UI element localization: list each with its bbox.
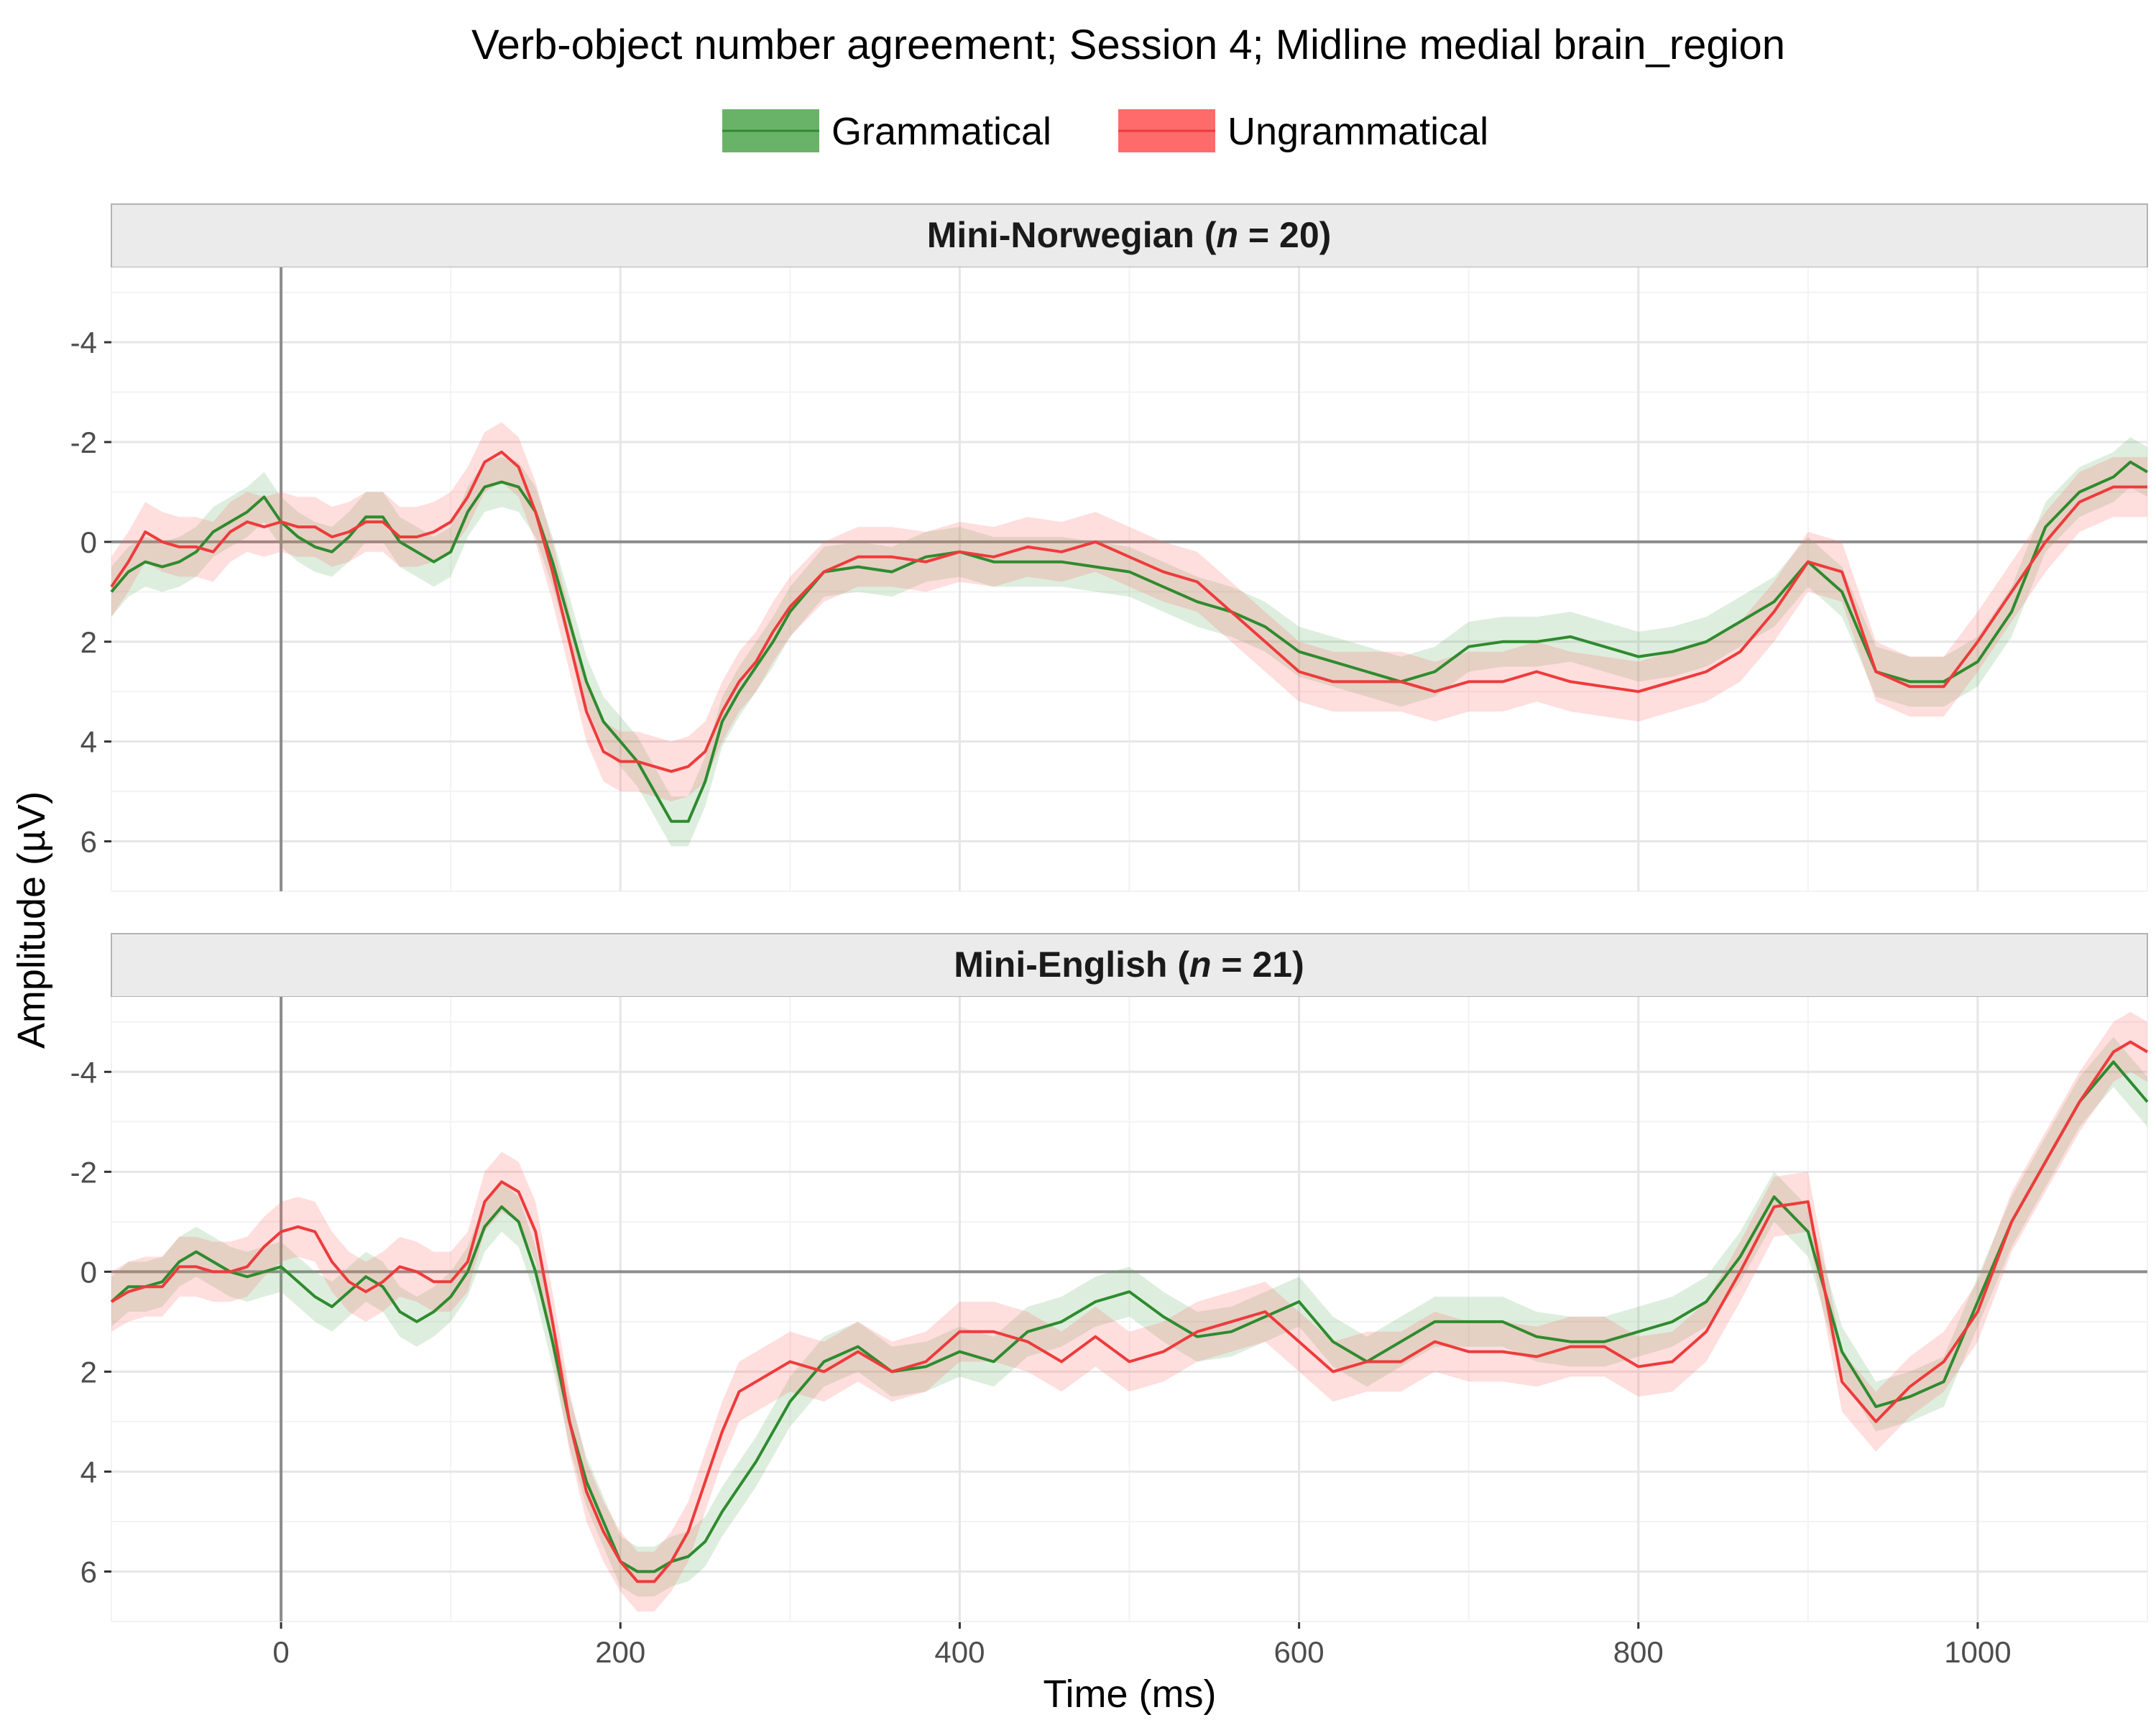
series-line-grammatical [110, 460, 2149, 823]
legend-label-grammatical: Grammatical [831, 110, 1051, 153]
panel-lines-mini-norwegian [110, 450, 2149, 823]
x-tick-label: 800 [1613, 1635, 1664, 1669]
ribbon-grammatical [111, 1036, 2147, 1597]
x-tick-label: 0 [272, 1635, 289, 1669]
y-tick-label: 0 [80, 1255, 97, 1289]
chart-title: Verb-object number agreement; Session 4;… [471, 22, 1785, 68]
panel-reference-lines-mini-norwegian [111, 267, 2147, 891]
panel-mini-norwegian: Mini-Norwegian (n = 20) -4 -2 0 2 4 6 [70, 203, 2149, 892]
ribbon-ungrammatical [111, 422, 2147, 801]
y-tick-label: -2 [70, 1155, 97, 1189]
x-axis: 0 200 400 600 800 1000 [272, 1622, 2012, 1669]
x-tick-label: 600 [1274, 1635, 1325, 1669]
panel-strip-label-mini-english: Mini-English (n = 21) [954, 944, 1304, 985]
y-tick-label: 6 [80, 1555, 97, 1588]
panel-reference-lines-mini-english [111, 997, 2147, 1622]
y-axis-title: Amplitude (µV) [10, 791, 53, 1049]
x-axis-title: Time (ms) [1044, 1673, 1217, 1716]
x-tick-label: 200 [595, 1635, 645, 1669]
y-tick-label: 2 [80, 625, 97, 659]
y-tick-label: 4 [80, 1455, 97, 1489]
y-tick-label: 2 [80, 1355, 97, 1389]
panel-mini-english: Mini-English (n = 21) -4 -2 0 2 4 6 [70, 933, 2149, 1622]
panel-ribbons-mini-english [111, 1011, 2147, 1612]
y-tick-label: -2 [70, 426, 97, 459]
y-tick-label: -4 [70, 326, 97, 359]
ribbon-grammatical [111, 437, 2147, 847]
panel-lines-mini-english [110, 1040, 2149, 1583]
series-line-ungrammatical [110, 1040, 2149, 1583]
panel-grid-mini-norwegian [111, 267, 2148, 892]
y-tick-label: 0 [80, 525, 97, 559]
y-axis-mini-norwegian: -4 -2 0 2 4 6 [70, 326, 111, 859]
panel-strip-mini-norwegian [111, 203, 2148, 268]
series-line-ungrammatical [110, 450, 2147, 773]
series-line-grammatical [110, 1060, 2149, 1573]
y-axis-mini-english: -4 -2 0 2 4 6 [70, 1055, 111, 1588]
panel-grid-mini-english [111, 997, 2148, 1622]
y-tick-label: 4 [80, 725, 97, 759]
legend-label-ungrammatical: Ungrammatical [1227, 110, 1488, 153]
panel-strip-label-mini-norwegian: Mini-Norwegian (n = 20) [927, 215, 1332, 255]
panel-strip-mini-english [111, 933, 2148, 998]
x-tick-label: 1000 [1944, 1635, 2011, 1669]
x-tick-label: 400 [934, 1635, 985, 1669]
legend: Grammatical Ungrammatical [722, 109, 1488, 153]
y-tick-label: 6 [80, 825, 97, 859]
panel-ribbons-mini-norwegian [111, 422, 2147, 847]
y-tick-label: -4 [70, 1055, 97, 1089]
